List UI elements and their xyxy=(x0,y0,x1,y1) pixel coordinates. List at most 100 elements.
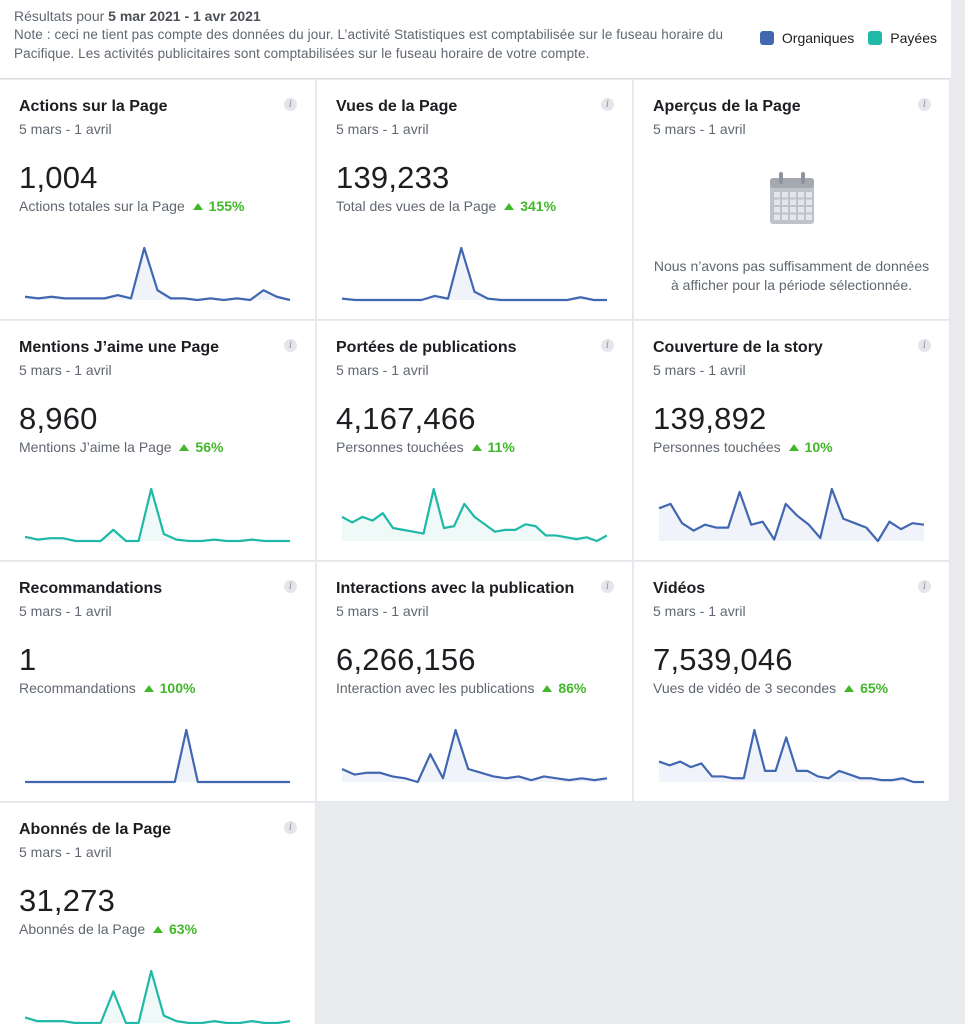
legend-label-paid: Payées xyxy=(890,30,937,46)
info-icon[interactable]: i xyxy=(918,98,931,111)
metric-subtitle: Interaction avec les publications 86% xyxy=(336,680,586,696)
info-icon[interactable]: i xyxy=(601,98,614,111)
card-title[interactable]: Interactions avec la publication xyxy=(336,580,575,597)
card-title[interactable]: Couverture de la story xyxy=(653,339,823,356)
trend-up-icon xyxy=(788,444,799,451)
metric-value: 7,539,046 xyxy=(653,642,793,677)
metric-label: Actions totales sur la Page xyxy=(19,198,185,214)
metric-value: 6,266,156 xyxy=(336,642,476,677)
trend-up-icon xyxy=(192,203,203,210)
card-period: 5 mars - 1 avril xyxy=(19,844,112,860)
sparkline-chart[interactable] xyxy=(336,722,614,788)
metric-change: 86% xyxy=(558,680,587,696)
metric-change: 155% xyxy=(208,198,245,214)
date-range: 5 mar 2021 - 1 avr 2021 xyxy=(108,8,261,24)
insight-card[interactable]: Vues de la Page 5 mars - 1 avril i 139,233 … xyxy=(317,80,633,320)
sparkline-line xyxy=(24,969,291,1024)
insight-card[interactable]: Aperçus de la Page 5 mars - 1 avril i Nous… xyxy=(634,80,950,320)
empty-state: Nous n’avons pas suffisamment de données… xyxy=(653,172,930,295)
card-title[interactable]: Aperçus de la Page xyxy=(653,98,801,115)
metric-change: 100% xyxy=(159,680,196,696)
insight-card[interactable]: Portées de publications 5 mars - 1 avril i… xyxy=(317,321,633,561)
sparkline-chart[interactable] xyxy=(19,240,297,306)
insight-card[interactable]: Abonnés de la Page 5 mars - 1 avril i 31,27… xyxy=(0,803,316,1024)
card-title[interactable]: Recommandations xyxy=(19,580,163,597)
info-icon[interactable]: i xyxy=(284,580,297,593)
insight-card[interactable]: Vidéos 5 mars - 1 avril i 7,539,046 Vues de… xyxy=(634,562,950,802)
metric-change: 10% xyxy=(804,439,833,455)
card-period: 5 mars - 1 avril xyxy=(653,362,746,378)
metric-label: Total des vues de la Page xyxy=(336,198,497,214)
metric-change: 63% xyxy=(169,921,198,937)
sparkline-chart[interactable] xyxy=(653,481,931,547)
trend-up-icon xyxy=(143,685,154,692)
card-period: 5 mars - 1 avril xyxy=(653,603,746,619)
sparkline-line xyxy=(658,487,925,543)
sparkline-line xyxy=(25,728,290,784)
insight-card[interactable]: Interactions avec la publication 5 mars -… xyxy=(317,562,633,802)
trend-up-icon xyxy=(153,926,163,933)
sparkline-line xyxy=(341,487,608,543)
sparkline-line xyxy=(341,246,607,302)
metric-change: 65% xyxy=(860,680,889,696)
sparkline-area xyxy=(25,248,290,300)
sparkline-line xyxy=(341,728,608,784)
metric-value: 1 xyxy=(19,642,37,677)
info-icon[interactable]: i xyxy=(284,821,297,834)
sparkline-chart[interactable] xyxy=(19,481,297,547)
card-title[interactable]: Vues de la Page xyxy=(336,98,458,115)
metric-subtitle: Recommandations 100% xyxy=(19,680,195,696)
info-icon[interactable]: i xyxy=(918,580,931,593)
metric-subtitle: Actions totales sur la Page 155% xyxy=(19,198,244,214)
info-icon[interactable]: i xyxy=(284,339,297,352)
info-icon[interactable]: i xyxy=(918,339,931,352)
card-title[interactable]: Portées de publications xyxy=(336,339,517,356)
info-icon[interactable]: i xyxy=(601,580,614,593)
metric-value: 8,960 xyxy=(19,401,98,436)
card-period: 5 mars - 1 avril xyxy=(336,121,429,137)
trend-up-icon xyxy=(844,685,855,692)
card-title[interactable]: Actions sur la Page xyxy=(19,98,168,115)
sparkline-chart[interactable] xyxy=(653,722,931,788)
card-period: 5 mars - 1 avril xyxy=(19,362,112,378)
info-icon[interactable]: i xyxy=(284,98,297,111)
sparkline-area xyxy=(342,489,607,541)
insight-card[interactable]: Couverture de la story 5 mars - 1 avril i 1… xyxy=(634,321,950,561)
sparkline-line xyxy=(24,487,290,543)
metric-label: Vues de vidéo de 3 secondes xyxy=(653,680,837,696)
timezone-note: Note : ceci ne tient pas compte des donn… xyxy=(14,27,724,61)
metric-subtitle: Abonnés de la Page 63% xyxy=(19,921,197,937)
legend: Organiques Payées xyxy=(746,30,937,46)
card-title[interactable]: Abonnés de la Page xyxy=(19,821,172,838)
insight-card[interactable]: Recommandations 5 mars - 1 avril i 1 Recomm… xyxy=(0,562,316,802)
metric-label: Mentions J’aime la Page xyxy=(19,439,172,455)
metric-value: 139,233 xyxy=(336,160,450,195)
sparkline-chart[interactable] xyxy=(19,722,297,788)
metric-label: Interaction avec les publications xyxy=(336,680,535,696)
info-icon[interactable]: i xyxy=(601,339,614,352)
card-title[interactable]: Vidéos xyxy=(653,580,706,597)
card-title[interactable]: Mentions J’aime une Page xyxy=(19,339,220,356)
metric-value: 4,167,466 xyxy=(336,401,476,436)
metric-subtitle: Personnes touchées 10% xyxy=(653,439,833,455)
metric-value: 1,004 xyxy=(19,160,98,195)
results-header: Résultats pour 5 mar 2021 - 1 avr 2021 N… xyxy=(0,0,951,79)
insight-card[interactable]: Actions sur la Page 5 mars - 1 avril i 1,00… xyxy=(0,80,316,320)
legend-organic[interactable]: Organiques xyxy=(759,30,855,46)
metric-value: 31,273 xyxy=(19,883,116,918)
legend-paid[interactable]: Payées xyxy=(868,30,937,46)
metric-subtitle: Mentions J’aime la Page 56% xyxy=(19,439,223,455)
card-period: 5 mars - 1 avril xyxy=(653,121,746,137)
metric-label: Abonnés de la Page xyxy=(19,921,146,937)
sparkline-chart[interactable] xyxy=(19,963,297,1024)
legend-label-organic: Organiques xyxy=(781,30,855,46)
card-period: 5 mars - 1 avril xyxy=(19,603,112,619)
sparkline-chart[interactable] xyxy=(336,240,614,306)
insight-card[interactable]: Mentions J’aime une Page 5 mars - 1 avril… xyxy=(0,321,316,561)
sparkline-area xyxy=(659,489,924,541)
trend-up-icon xyxy=(179,444,190,451)
sparkline-chart[interactable] xyxy=(336,481,614,547)
metric-label: Recommandations xyxy=(19,680,136,696)
empty-message: Nous n’avons pas suffisamment de données… xyxy=(653,258,930,293)
card-period: 5 mars - 1 avril xyxy=(336,603,429,619)
